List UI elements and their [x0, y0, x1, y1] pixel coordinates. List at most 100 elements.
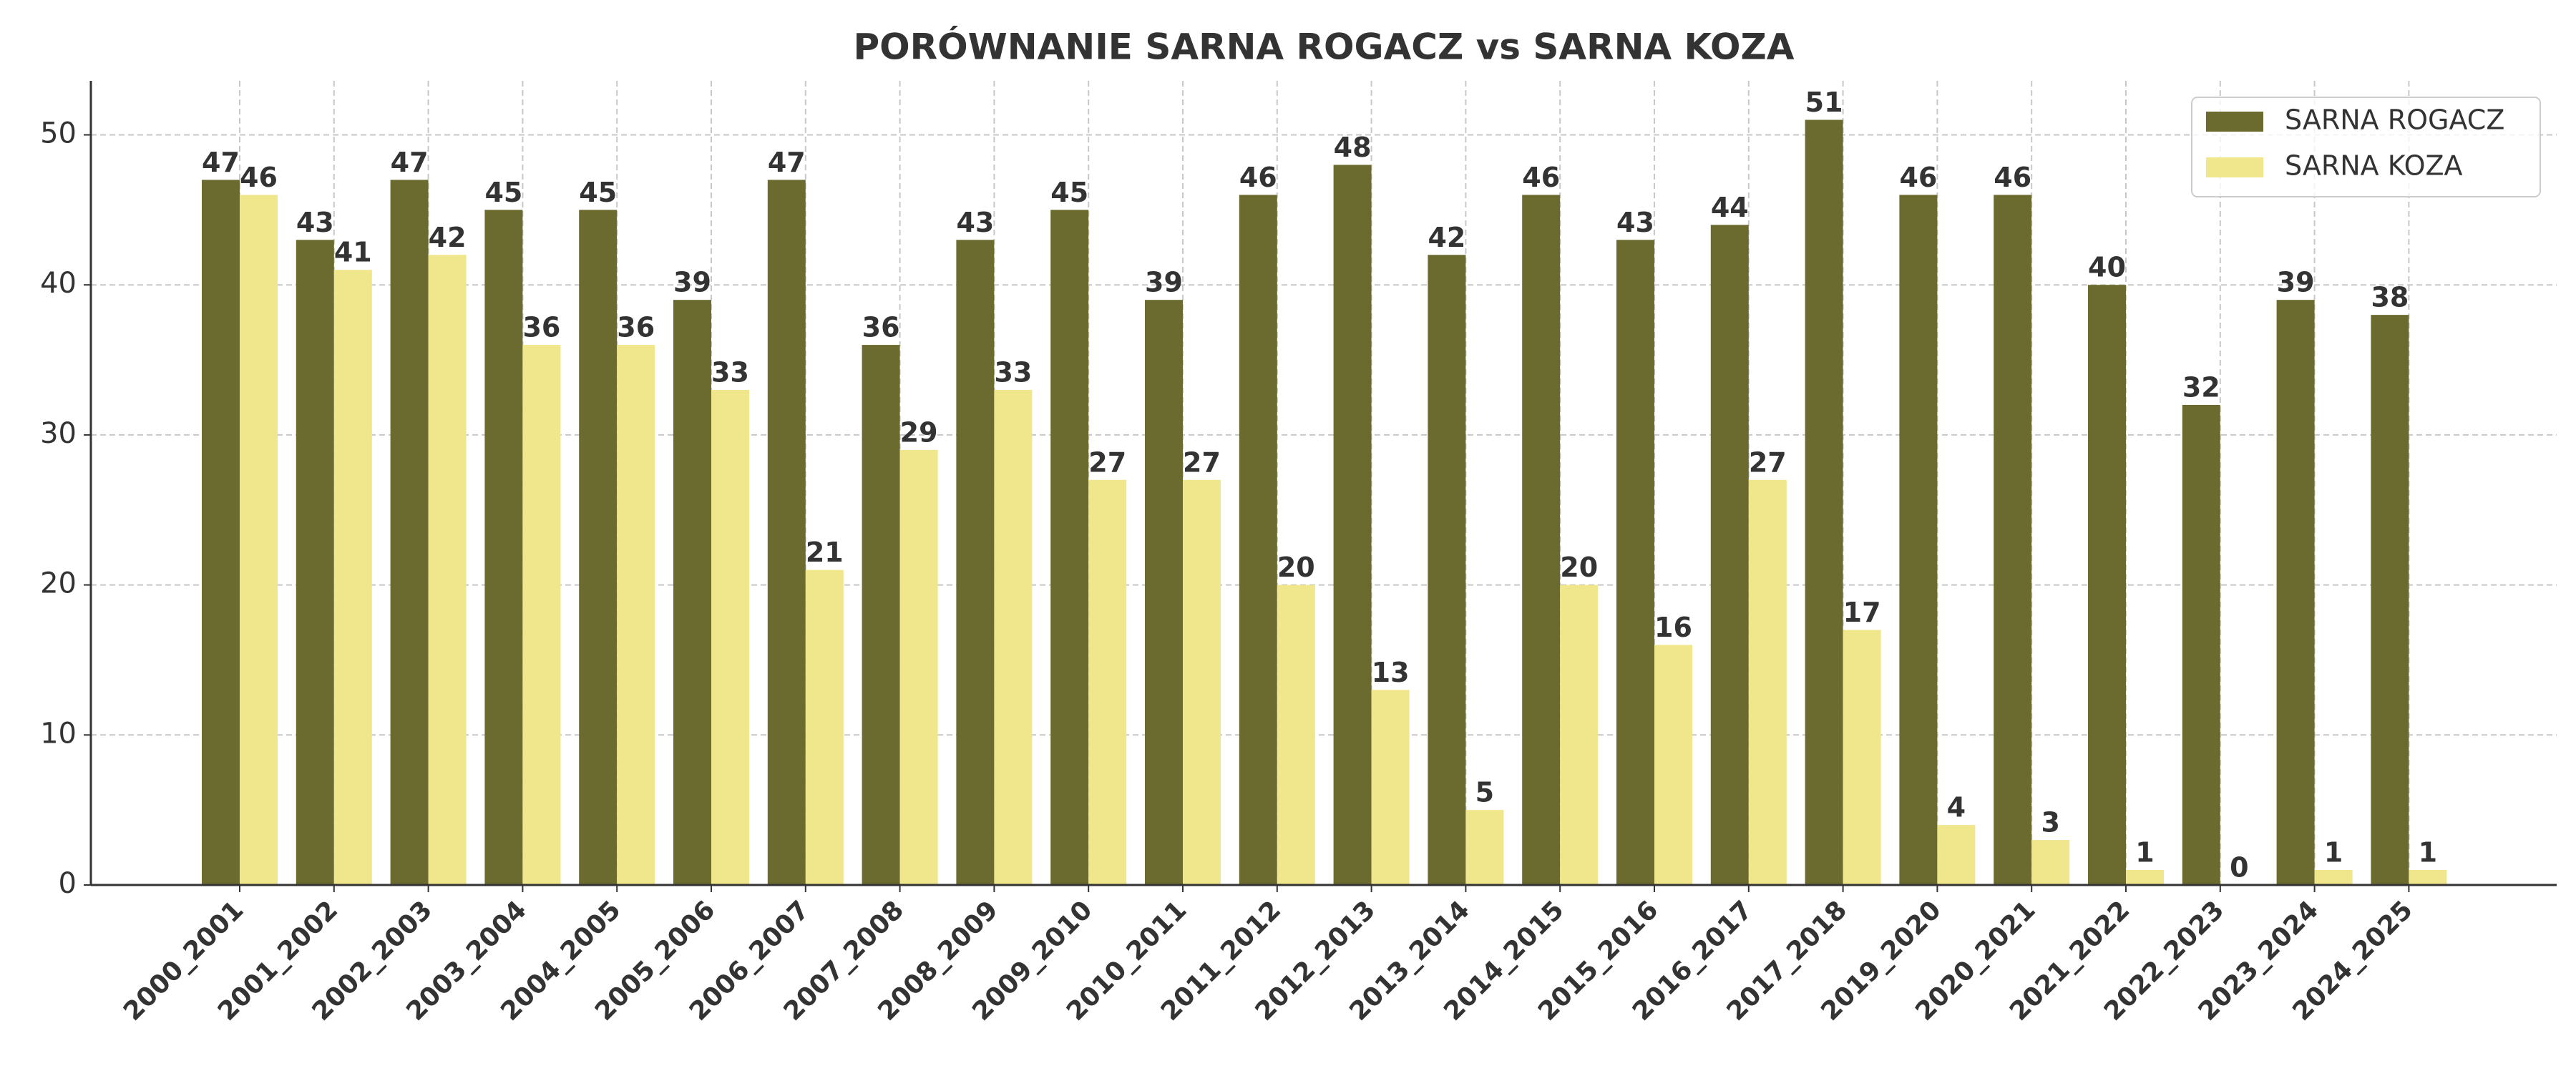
bar — [767, 180, 806, 886]
bar — [1522, 195, 1561, 885]
bar — [484, 210, 523, 886]
bar — [2409, 870, 2447, 885]
legend-box — [2191, 97, 2541, 197]
bar — [1710, 225, 1749, 885]
y-tick-label: 20 — [40, 567, 77, 600]
value-label: 36 — [522, 312, 560, 343]
bar — [1428, 255, 1466, 885]
bar — [1899, 195, 1938, 885]
value-label: 13 — [1372, 657, 1410, 688]
value-label: 32 — [2182, 371, 2220, 403]
legend-swatch — [2206, 157, 2263, 177]
value-label: 46 — [1239, 162, 1277, 193]
bar — [1994, 195, 2032, 885]
bar — [240, 195, 278, 885]
value-label: 27 — [1088, 446, 1126, 478]
value-label: 47 — [768, 147, 806, 178]
y-tick-label: 50 — [40, 117, 77, 150]
y-tick-label: 0 — [59, 867, 77, 900]
legend-label: SARNA ROGACZ — [2285, 104, 2504, 136]
bar — [1805, 119, 1843, 886]
chart-title: PORÓWNANIE SARNA ROGACZ vs SARNA KOZA — [854, 26, 1795, 68]
bar — [1748, 479, 1787, 885]
bar — [617, 345, 655, 886]
bar — [2126, 870, 2164, 885]
bar — [1465, 810, 1504, 885]
value-label: 39 — [673, 267, 711, 298]
bar — [390, 180, 429, 886]
value-label: 33 — [994, 356, 1032, 388]
bar — [2371, 315, 2409, 885]
value-label: 47 — [391, 147, 429, 178]
value-label: 21 — [806, 537, 844, 568]
bar — [579, 210, 618, 886]
value-label: 45 — [1050, 177, 1088, 208]
bar — [805, 569, 844, 885]
bar — [1654, 645, 1692, 885]
value-label: 0 — [2230, 852, 2248, 884]
value-label: 45 — [484, 177, 522, 208]
value-label: 20 — [1560, 552, 1598, 583]
bar — [1145, 300, 1183, 885]
value-label: 47 — [202, 147, 240, 178]
value-label: 3 — [2041, 807, 2059, 838]
bar — [1371, 690, 1410, 885]
bar — [711, 389, 749, 885]
y-tick-label: 10 — [40, 717, 77, 750]
bar — [202, 180, 240, 886]
value-label: 48 — [1334, 132, 1372, 163]
bar — [296, 240, 334, 885]
value-label: 29 — [900, 416, 938, 448]
value-label: 45 — [579, 177, 617, 208]
legend: SARNA ROGACZ SARNA KOZA — [2191, 97, 2541, 197]
bar — [2088, 285, 2126, 885]
value-label: 4 — [1947, 792, 1966, 823]
bar — [2314, 870, 2353, 885]
bar — [522, 345, 561, 886]
bar — [333, 270, 372, 885]
bar — [673, 300, 711, 885]
value-label: 43 — [956, 207, 994, 238]
bar — [994, 389, 1033, 885]
value-label: 33 — [711, 356, 749, 388]
bar — [862, 345, 900, 886]
value-label: 46 — [1522, 162, 1560, 193]
bar — [2276, 300, 2315, 885]
y-tick-label: 40 — [40, 267, 77, 300]
bar — [1088, 479, 1127, 885]
bar — [2182, 404, 2220, 885]
legend-label: SARNA KOZA — [2285, 150, 2463, 182]
value-label: 38 — [2371, 282, 2409, 313]
legend-swatch — [2206, 112, 2263, 132]
value-label: 27 — [1749, 446, 1787, 478]
value-label: 43 — [296, 207, 334, 238]
bar — [1239, 195, 1277, 885]
bar — [956, 240, 995, 885]
value-label: 43 — [1616, 207, 1654, 238]
bar — [1333, 165, 1372, 885]
value-label: 27 — [1183, 446, 1221, 478]
bar — [1616, 240, 1654, 885]
value-label: 42 — [1428, 222, 1465, 253]
bar — [1183, 479, 1221, 885]
value-label: 1 — [2324, 837, 2343, 869]
bar — [1937, 825, 1976, 885]
bar — [1050, 210, 1089, 886]
value-label: 1 — [2419, 837, 2437, 869]
value-label: 36 — [862, 312, 900, 343]
value-label: 16 — [1654, 612, 1692, 643]
value-label: 20 — [1277, 552, 1315, 583]
bar — [1843, 630, 1881, 885]
y-tick-label: 30 — [40, 417, 77, 450]
value-label: 44 — [1711, 192, 1749, 223]
value-label: 36 — [617, 312, 655, 343]
value-label: 51 — [1805, 87, 1843, 118]
value-label: 40 — [2088, 252, 2126, 283]
bar — [1560, 585, 1599, 885]
value-label: 42 — [429, 222, 467, 253]
value-label: 5 — [1475, 777, 1494, 808]
value-label: 17 — [1843, 597, 1881, 628]
value-label: 46 — [1994, 162, 2031, 193]
bar — [899, 449, 938, 885]
